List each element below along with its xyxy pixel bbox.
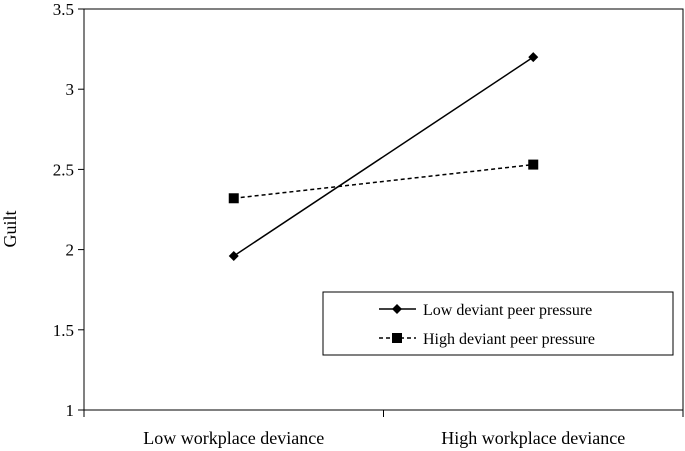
series-group — [228, 52, 539, 262]
legend-marker-1 — [392, 333, 402, 343]
series-line-1 — [233, 163, 534, 200]
y-tick-label-2: 2 — [66, 241, 75, 260]
y-tick-label-0: 1 — [66, 401, 75, 420]
data-point-0-0 — [228, 251, 239, 262]
legend-label-0: Low deviant peer pressure — [423, 302, 592, 319]
legend-label-1: High deviant peer pressure — [423, 331, 595, 348]
series-line-0 — [233, 56, 534, 257]
y-tick-label-5: 3.5 — [53, 0, 74, 19]
legend-box — [322, 291, 674, 356]
series-1 — [228, 159, 539, 204]
legend: Low deviant peer pressure High deviant pe… — [322, 291, 674, 356]
data-point-0-1 — [528, 52, 539, 63]
data-point-1-0 — [228, 193, 239, 204]
y-axis: 1 1.5 2 2.5 3 3.5 — [53, 0, 84, 420]
y-tick-label-1: 1.5 — [53, 321, 74, 340]
x-tick-label-0: Low workplace deviance — [143, 428, 324, 448]
y-tick-label-4: 3 — [66, 80, 75, 99]
legend-marker-0 — [392, 304, 402, 314]
series-0 — [228, 52, 539, 262]
x-axis: Low workplace deviance High workplace dev… — [83, 410, 684, 448]
y-tick-label-3: 2.5 — [53, 160, 74, 179]
y-axis-label: Guilt — [0, 210, 20, 247]
data-point-1-1 — [528, 159, 539, 170]
x-tick-label-1: High workplace deviance — [441, 428, 625, 448]
